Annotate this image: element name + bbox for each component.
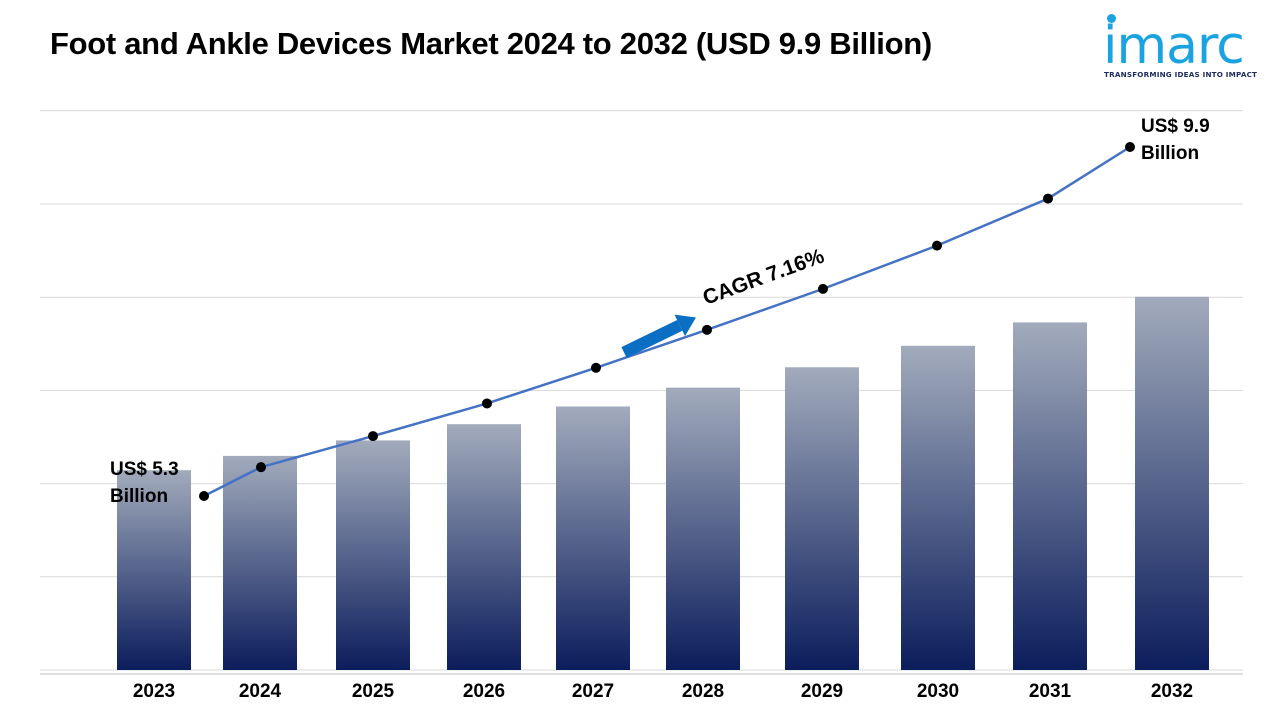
end-value-line2: Billion (1141, 143, 1200, 164)
trend-line (199, 142, 1135, 501)
cagr-label: CAGR 7.16% (700, 244, 828, 309)
bar-2028 (666, 387, 740, 670)
end-value-callout: US$ 9.9 Billion (1141, 113, 1210, 167)
bar-2023 (117, 470, 191, 670)
trend-point-2025 (368, 431, 378, 442)
trend-point-2026 (482, 398, 492, 409)
bar-2030 (901, 345, 975, 670)
x-tick-label: 2029 (801, 681, 843, 702)
x-tick-label: 2025 (352, 681, 395, 702)
start-value-line2: Billion (110, 486, 169, 507)
logo-wordmark: imarc (1103, 16, 1245, 76)
logo-dot-icon (1107, 14, 1116, 23)
logo-tagline: TRANSFORMING IDEAS INTO IMPACT (1104, 70, 1258, 79)
start-value-callout: US$ 5.3 Billion (110, 456, 179, 510)
start-value-line1: US$ 5.3 (110, 459, 179, 480)
trend-point-2023 (199, 491, 209, 501)
x-tick-label: 2030 (917, 681, 959, 702)
trend-point-2030 (932, 240, 942, 251)
bar-2024 (223, 455, 297, 670)
trend-point-2024 (256, 462, 266, 473)
trend-point-2027 (591, 362, 601, 373)
bar-2029 (785, 367, 859, 670)
bars (117, 296, 1209, 670)
end-value-line1: US$ 9.9 (1141, 116, 1210, 137)
trend-point-2028 (702, 324, 712, 335)
imarc-logo: imarc TRANSFORMING IDEAS INTO IMPACT (1103, 14, 1263, 84)
x-tick-label: 2027 (572, 681, 614, 702)
bar-2031 (1013, 322, 1087, 670)
x-tick-label: 2024 (239, 681, 282, 702)
x-tick-label: 2023 (133, 681, 175, 702)
x-tick-label: 2032 (1151, 681, 1193, 702)
trend-point-2031 (1043, 193, 1053, 204)
trend-polyline (203, 145, 1131, 498)
chart-title: Foot and Ankle Devices Market 2024 to 20… (50, 26, 932, 61)
bar-2026 (447, 424, 521, 670)
x-tick-label: 2031 (1029, 681, 1072, 702)
bar-2032 (1135, 296, 1209, 670)
x-axis-labels: 2023 2024 2025 2026 2027 2028 2029 2030 2031 2032 (133, 681, 1193, 702)
trend-point-2029 (818, 283, 828, 294)
bar-2027 (556, 406, 630, 670)
x-tick-label: 2028 (682, 681, 724, 702)
x-tick-label: 2026 (463, 681, 505, 702)
cagr-arrow-icon (621, 314, 696, 358)
trend-point-2032 (1125, 142, 1135, 152)
bar-2025 (336, 440, 410, 670)
